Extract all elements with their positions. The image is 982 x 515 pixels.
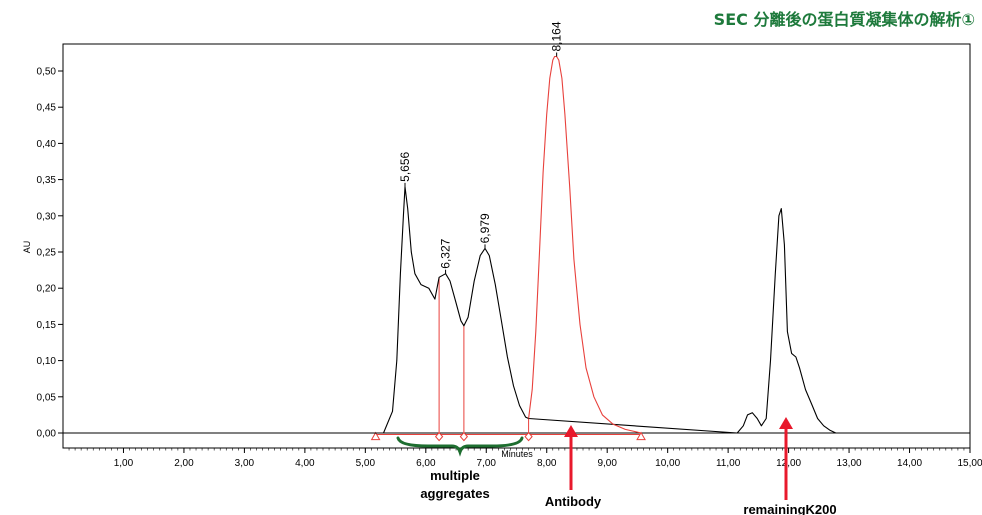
plot-frame (62, 43, 971, 449)
y-axis-label: AU (22, 241, 32, 254)
y-tick-label: 0,05 (37, 392, 57, 403)
y-tick-label: 0,00 (37, 429, 57, 440)
x-tick-label: 7,00 (477, 458, 497, 469)
y-tick-label: 0,30 (37, 211, 57, 222)
series-line (528, 55, 642, 434)
y-tick-label: 0,15 (37, 320, 57, 331)
aggregates-label: multiple (430, 468, 480, 483)
x-tick-label: 6,00 (416, 458, 436, 469)
antibody-arrow-head (564, 425, 578, 437)
peak-boundary-marker (434, 431, 444, 442)
x-tick-label: 4,00 (295, 458, 315, 469)
annotations: multiple aggregates Antibody remainingK200 (396, 417, 837, 515)
x-tick-label: 8,00 (537, 458, 557, 469)
antibody-label: Antibody (545, 494, 602, 509)
x-tick-label: 9,00 (597, 458, 617, 469)
y-tick-label: 0,40 (37, 139, 57, 150)
x-tick-label: 3,00 (235, 458, 255, 469)
peak-label: 8,164 (550, 21, 564, 51)
y-tick-label: 0,35 (37, 175, 57, 186)
aggregates-brace (396, 436, 524, 457)
x-tick-label: 12,00 (776, 458, 801, 469)
y-tick-label: 0,20 (37, 284, 57, 295)
peak-label: 6,327 (439, 238, 453, 268)
plot-area: 0,00 0,05 0,10 0,15 0,20 0,25 0,30 0,35 0,40 0,45… (37, 21, 982, 469)
series-line (63, 186, 970, 434)
x-tick-label: 5,00 (356, 458, 376, 469)
x-tick-label: 13,00 (837, 458, 862, 469)
y-tick-label: 0,45 (37, 103, 57, 114)
k200-arrow-head (779, 417, 793, 429)
peak-label: 5,656 (398, 151, 412, 181)
peak-boundary-marker (459, 431, 469, 442)
k200-label: remainingK200 (743, 502, 836, 515)
aggregates-label: aggregates (420, 486, 489, 501)
x-axis-label: Minutes (501, 449, 533, 459)
y-tick-label: 0,25 (37, 248, 57, 259)
x-tick-label: 11,00 (716, 458, 741, 469)
integration-marker (636, 431, 646, 441)
integration-marker (370, 431, 381, 441)
x-tick-label: 1,00 (114, 458, 134, 469)
chart-title: SEC 分離後の蛋白質凝集体の解析① (714, 10, 975, 29)
x-tick-label: 10,00 (655, 458, 680, 469)
peak-label: 6,979 (478, 213, 492, 243)
y-tick-label: 0,10 (37, 356, 57, 367)
x-tick-label: 2,00 (174, 458, 194, 469)
x-tick-label: 14,00 (897, 458, 922, 469)
y-tick-label: 0,50 (37, 67, 57, 78)
x-tick-label: 15,00 (957, 458, 982, 469)
peak-boundary-marker (524, 431, 533, 442)
